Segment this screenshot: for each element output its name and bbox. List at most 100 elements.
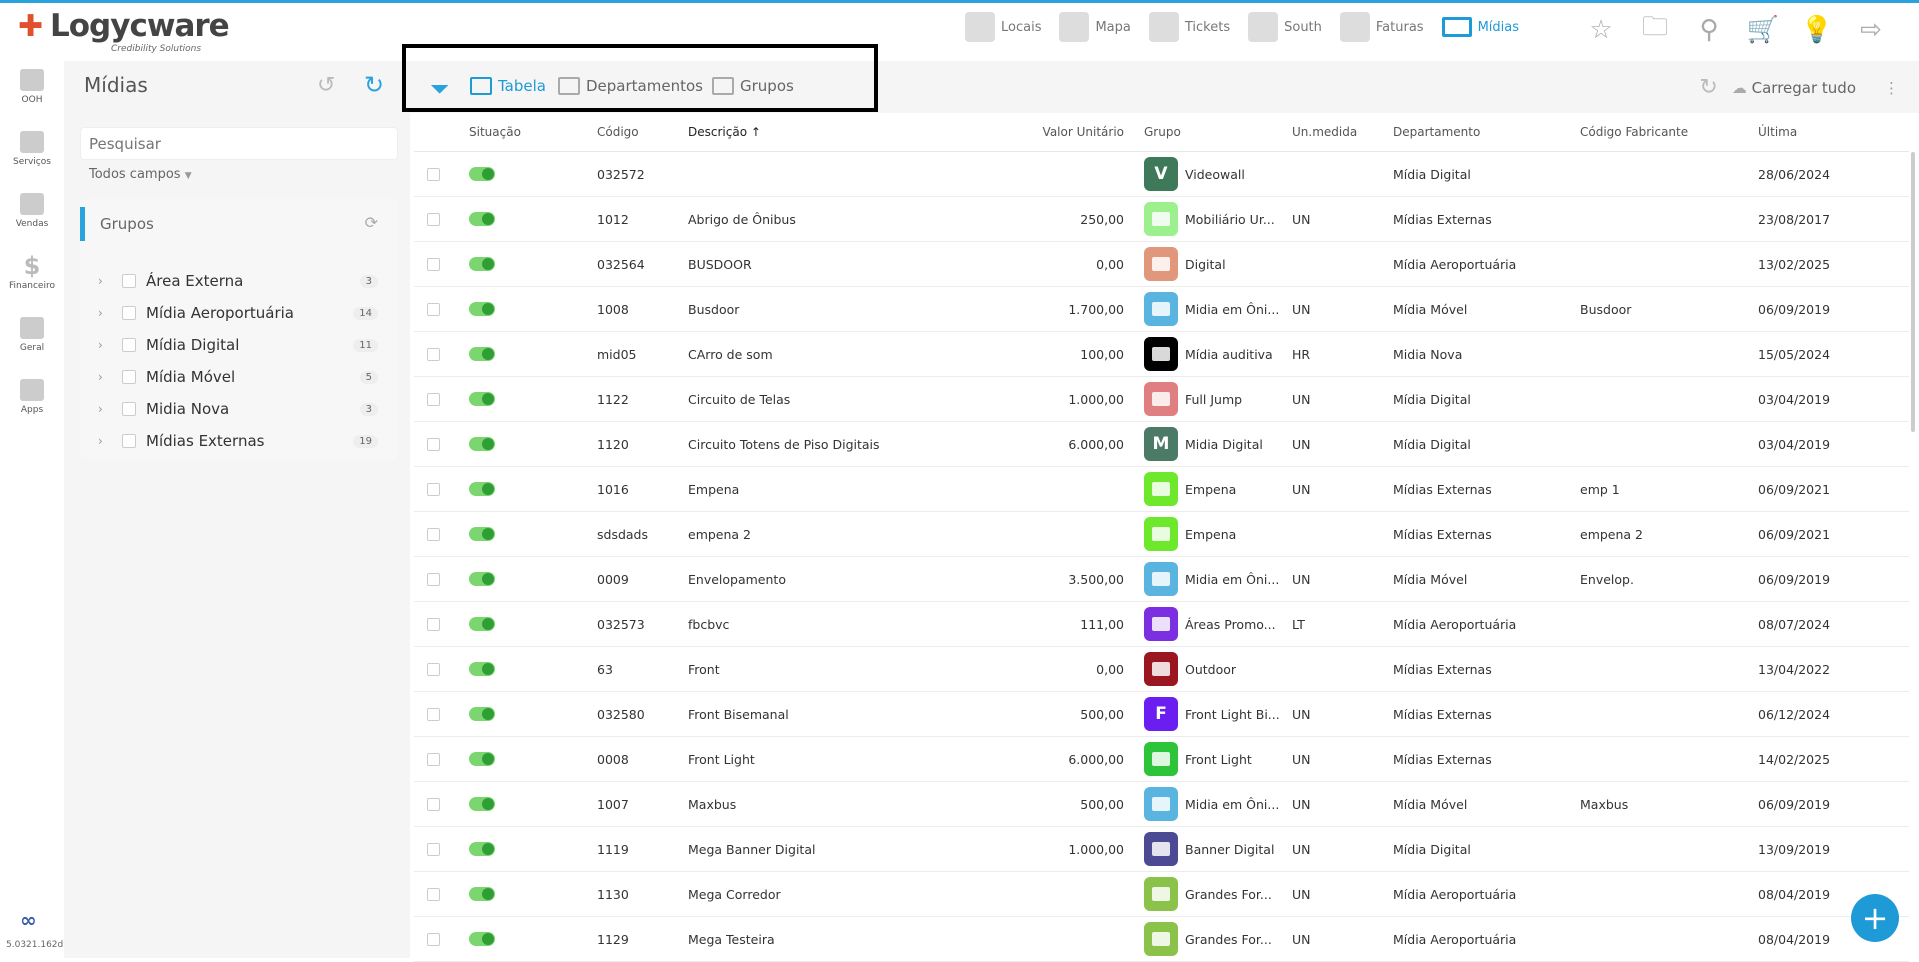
tab-tabela[interactable]: Tabela — [470, 77, 546, 95]
table-row[interactable]: 1012 Abrigo de Ônibus 250,00 Mobiliário … — [414, 197, 1909, 242]
table-row[interactable]: 63 Front 0,00 Outdoor Mídias Externas 13… — [414, 647, 1909, 692]
table-row[interactable]: 1122 Circuito de Telas 1.000,00 Full Jum… — [414, 377, 1909, 422]
status-toggle[interactable] — [469, 782, 495, 826]
rail-item[interactable]: Vendas — [0, 185, 64, 247]
table-row[interactable]: 1016 Empena Empena UN Mídias Externas em… — [414, 467, 1909, 512]
user-search-icon[interactable]: ⚲ — [1699, 15, 1719, 45]
rail-item[interactable]: Serviços — [0, 123, 64, 185]
col-dept[interactable]: Departamento — [1393, 125, 1481, 139]
row-checkbox[interactable] — [427, 467, 440, 511]
row-checkbox[interactable] — [427, 422, 440, 466]
col-fab[interactable]: Código Fabricante — [1580, 125, 1689, 139]
status-toggle[interactable] — [469, 287, 495, 331]
row-checkbox[interactable] — [427, 917, 440, 961]
rail-item[interactable]: $ Financeiro — [0, 247, 64, 309]
row-checkbox[interactable] — [427, 692, 440, 736]
group-checkbox[interactable] — [122, 306, 136, 320]
nav-tickets[interactable]: Tickets — [1148, 12, 1230, 42]
reload-icon[interactable]: ↻ — [1699, 75, 1718, 100]
table-row[interactable]: 032564 BUSDOOR 0,00 Digital Mídia Aeropo… — [414, 242, 1909, 287]
status-toggle[interactable] — [469, 737, 495, 781]
chevron-right-icon[interactable]: › — [98, 434, 103, 448]
logout-icon[interactable]: ⇨ — [1860, 15, 1882, 45]
group-checkbox[interactable] — [122, 274, 136, 288]
col-codigo[interactable]: Código — [597, 125, 639, 139]
chevron-right-icon[interactable]: › — [98, 306, 103, 320]
group-item[interactable]: › Mídias Externas 19 — [98, 425, 378, 457]
status-toggle[interactable] — [469, 557, 495, 601]
rail-item[interactable]: Geral — [0, 309, 64, 371]
group-checkbox[interactable] — [122, 402, 136, 416]
nav-faturas[interactable]: Faturas — [1339, 12, 1424, 42]
col-situacao[interactable]: Situação — [469, 125, 521, 139]
status-toggle[interactable] — [469, 872, 495, 916]
star-icon[interactable]: ☆ — [1589, 15, 1613, 45]
chevron-right-icon[interactable]: › — [98, 370, 103, 384]
chevron-right-icon[interactable]: › — [98, 402, 103, 416]
status-toggle[interactable] — [469, 422, 495, 466]
row-checkbox[interactable] — [427, 602, 440, 646]
group-checkbox[interactable] — [122, 434, 136, 448]
row-checkbox[interactable] — [427, 647, 440, 691]
table-row[interactable]: 1007 Maxbus 500,00 Midia em Ôni... UN Mí… — [414, 782, 1909, 827]
table-row[interactable]: 1120 Circuito Totens de Piso Digitais 6.… — [414, 422, 1909, 467]
load-all-button[interactable]: ☁ Carregar tudo — [1732, 79, 1856, 97]
status-toggle[interactable] — [469, 827, 495, 871]
status-toggle[interactable] — [469, 197, 495, 241]
idea-icon[interactable]: 💡 — [1800, 15, 1834, 45]
table-row[interactable]: 1008 Busdoor 1.700,00 Midia em Ôni... UN… — [414, 287, 1909, 332]
row-checkbox[interactable] — [427, 197, 440, 241]
table-row[interactable]: 1119 Mega Banner Digital 1.000,00 Banner… — [414, 827, 1909, 872]
table-row[interactable]: 1130 Mega Corredor Grandes For... UN Míd… — [414, 872, 1909, 917]
filter-icon[interactable]: ⏷ — [430, 75, 450, 103]
status-toggle[interactable] — [469, 242, 495, 286]
row-checkbox[interactable] — [427, 377, 440, 421]
chevron-right-icon[interactable]: › — [98, 338, 103, 352]
sync-icon[interactable]: ⟳ — [364, 213, 378, 232]
table-row[interactable]: 1129 Mega Testeira Grandes For... UN Míd… — [414, 917, 1909, 962]
table-row[interactable]: mid05 CArro de som 100,00 Mídia auditiva… — [414, 332, 1909, 377]
status-toggle[interactable] — [469, 512, 495, 556]
scrollbar[interactable] — [1911, 152, 1915, 432]
tab-grupos[interactable]: Grupos — [712, 77, 794, 95]
cart-icon[interactable]: 🛒 — [1746, 15, 1780, 45]
history-icon[interactable]: ↺ — [317, 73, 336, 98]
nav-south[interactable]: South — [1248, 12, 1322, 42]
nav-mídias[interactable]: Mídias — [1441, 17, 1519, 37]
row-checkbox[interactable] — [427, 557, 440, 601]
table-row[interactable]: 0008 Front Light 6.000,00 Front Light UN… — [414, 737, 1909, 782]
status-toggle[interactable] — [469, 377, 495, 421]
tab-departamentos[interactable]: Departamentos — [558, 77, 703, 95]
folder-icon[interactable]: 🗀 — [1641, 12, 1668, 42]
col-ultima[interactable]: Última — [1758, 125, 1798, 139]
row-checkbox[interactable] — [427, 242, 440, 286]
rail-item[interactable]: OOH — [0, 61, 64, 123]
row-checkbox[interactable] — [427, 737, 440, 781]
group-checkbox[interactable] — [122, 370, 136, 384]
row-checkbox[interactable] — [427, 287, 440, 331]
rail-item[interactable]: Apps — [0, 371, 64, 433]
row-checkbox[interactable] — [427, 152, 440, 196]
nav-locais[interactable]: Locais — [965, 12, 1041, 42]
col-valor[interactable]: Valor Unitário — [1042, 125, 1124, 139]
col-un[interactable]: Un.medida — [1292, 125, 1358, 139]
status-toggle[interactable] — [469, 467, 495, 511]
table-row[interactable]: 032573 fbcbvc 111,00 Áreas Promo... LT M… — [414, 602, 1909, 647]
table-row[interactable]: 0009 Envelopamento 3.500,00 Midia em Ôni… — [414, 557, 1909, 602]
col-grupo[interactable]: Grupo — [1144, 125, 1181, 139]
status-toggle[interactable] — [469, 647, 495, 691]
field-select[interactable]: Todos campos ▼ — [89, 167, 192, 182]
add-button[interactable]: + — [1851, 894, 1899, 942]
search-input[interactable] — [80, 127, 398, 160]
row-checkbox[interactable] — [427, 512, 440, 556]
table-row[interactable]: 032580 Front Bisemanal 500,00 F Front Li… — [414, 692, 1909, 737]
group-item[interactable]: › Área Externa 3 — [98, 265, 378, 297]
row-checkbox[interactable] — [427, 827, 440, 871]
group-item[interactable]: › Mídia Aeroportuária 14 — [98, 297, 378, 329]
row-checkbox[interactable] — [427, 872, 440, 916]
chevron-right-icon[interactable]: › — [98, 274, 103, 288]
row-checkbox[interactable] — [427, 332, 440, 376]
nav-mapa[interactable]: Mapa — [1059, 12, 1131, 42]
table-row[interactable]: 032572 V Videowall Mídia Digital 28/06/2… — [414, 152, 1909, 197]
group-item[interactable]: › Mídia Digital 11 — [98, 329, 378, 361]
